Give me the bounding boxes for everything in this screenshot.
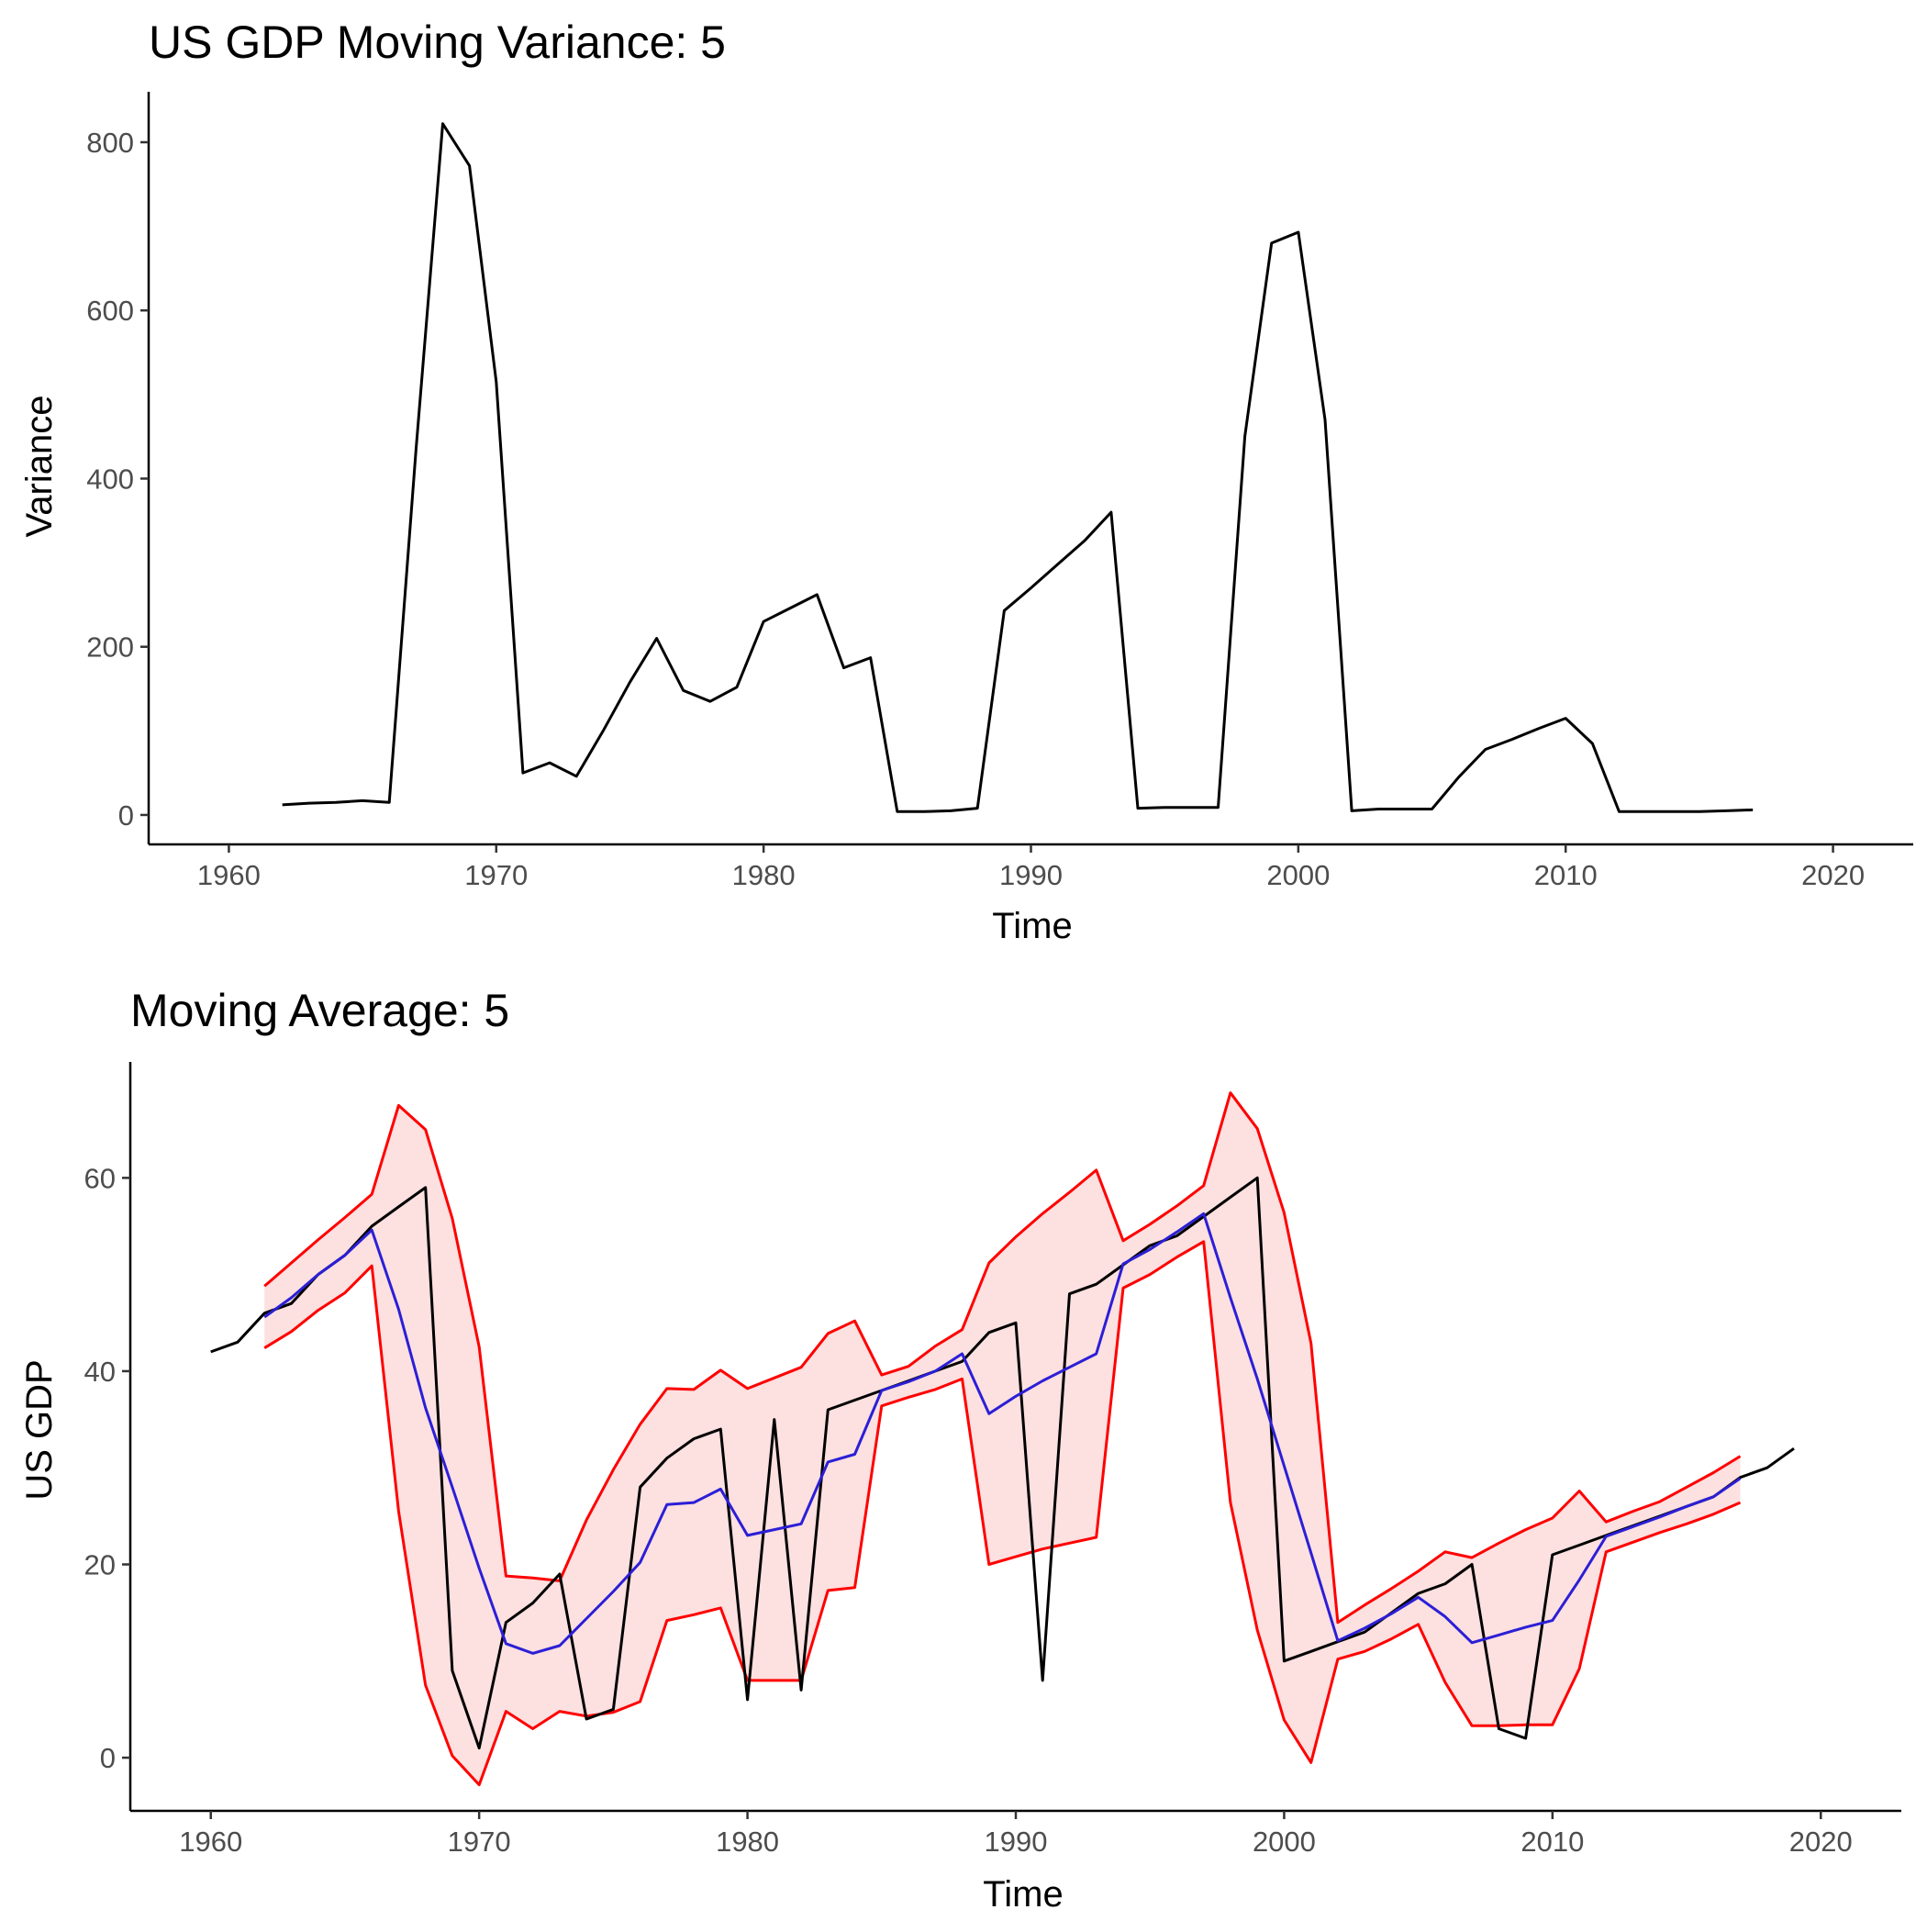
moving-average-x-tick-label: 1960 <box>179 1826 242 1858</box>
variance-x-tick-label: 2010 <box>1534 859 1598 891</box>
variance-x-tick-label: 1970 <box>464 859 528 891</box>
moving-average-y-tick-label: 20 <box>84 1549 116 1581</box>
moving-average-x-tick-label: 1990 <box>985 1826 1048 1858</box>
moving-average-x-tick-label: 2000 <box>1253 1826 1316 1858</box>
variance-x-tick-label: 1960 <box>197 859 261 891</box>
moving-average-us-gdp-line <box>210 1176 1795 1750</box>
variance-y-ticks: 0 200 400 600 800 <box>86 127 149 832</box>
variance-y-tick-label: 600 <box>86 295 134 327</box>
moving-average-upper-band-line <box>263 1091 1742 1625</box>
moving-average-y-ticks: 0 20 40 60 <box>84 1162 130 1774</box>
variance-y-axis-title: Variance <box>19 396 60 538</box>
moving-average-x-ticks: 1960 1970 1980 1990 2000 2010 2020 <box>179 1811 1853 1858</box>
moving-average-chart-title: Moving Average: 5 <box>130 985 509 1036</box>
variance-x-axis-title: Time <box>992 906 1072 946</box>
variance-y-tick-label: 0 <box>118 799 134 832</box>
moving-average-x-axis-title: Time <box>983 1874 1063 1915</box>
variance-x-tick-label: 1990 <box>999 859 1063 891</box>
variance-y-tick-label: 400 <box>86 463 134 495</box>
variance-x-tick-label: 2020 <box>1801 859 1865 891</box>
moving-average-x-tick-label: 1980 <box>716 1826 779 1858</box>
moving-average-y-tick-label: 0 <box>100 1742 116 1774</box>
moving-average-x-tick-label: 2010 <box>1520 1826 1584 1858</box>
moving-average-x-tick-label: 2020 <box>1789 1826 1853 1858</box>
variance-y-tick-label: 800 <box>86 127 134 159</box>
moving-average-plot-area <box>210 1091 1795 1787</box>
moving-average-y-tick-label: 40 <box>84 1356 116 1388</box>
moving-average-lower-band-line <box>263 1240 1742 1787</box>
moving-average-panel: Moving Average: 5 Time US GDP 1960 1970 19… <box>19 985 1901 1915</box>
moving-average-x-tick-label: 1970 <box>448 1826 511 1858</box>
moving-average-moving-average-line <box>263 1212 1742 1655</box>
variance-variance-line <box>282 122 1754 813</box>
variance-panel: US GDP Moving Variance: 5 Time Variance … <box>19 17 1913 946</box>
variance-x-tick-label: 1980 <box>732 859 796 891</box>
moving-average-band-fill <box>264 1092 1741 1785</box>
moving-average-y-axis-title: US GDP <box>19 1359 60 1500</box>
variance-x-ticks: 1960 1970 1980 1990 2000 2010 2020 <box>197 844 1865 891</box>
variance-y-tick-label: 200 <box>86 631 134 664</box>
variance-x-tick-label: 2000 <box>1266 859 1330 891</box>
variance-plot-area <box>282 122 1754 813</box>
moving-average-y-tick-label: 60 <box>84 1162 116 1194</box>
variance-chart-title: US GDP Moving Variance: 5 <box>149 17 726 68</box>
